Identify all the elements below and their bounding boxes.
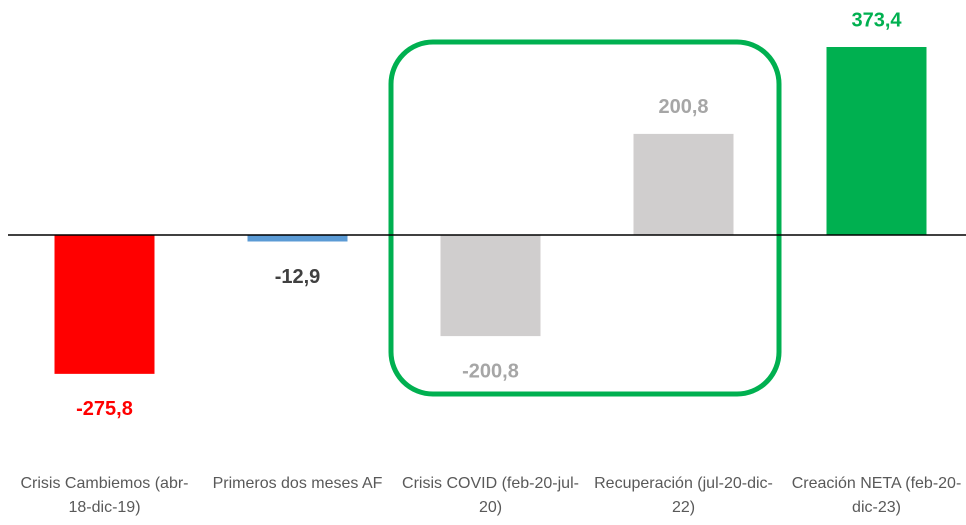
value-label: -275,8 (76, 398, 133, 420)
bar (826, 47, 927, 235)
bar (247, 235, 348, 242)
bar (440, 235, 541, 337)
value-label: -12,9 (275, 266, 321, 288)
category-label: Creación NETA (feb-20-dic-23) (791, 475, 962, 516)
category-label: Crisis Cambiemos (abr-18-dic-19) (20, 475, 189, 516)
highlight-box (388, 39, 782, 397)
category-label: Primeros dos meses AF (212, 475, 383, 492)
value-label: -200,8 (462, 360, 519, 382)
bar (54, 235, 155, 374)
value-label: 373,4 (851, 9, 902, 31)
bar (633, 133, 734, 235)
category-label: Recuperación (jul-20-dic-22) (594, 475, 773, 516)
category-label: Crisis COVID (feb-20-jul-20) (402, 475, 579, 516)
value-label: 200,8 (658, 96, 708, 118)
